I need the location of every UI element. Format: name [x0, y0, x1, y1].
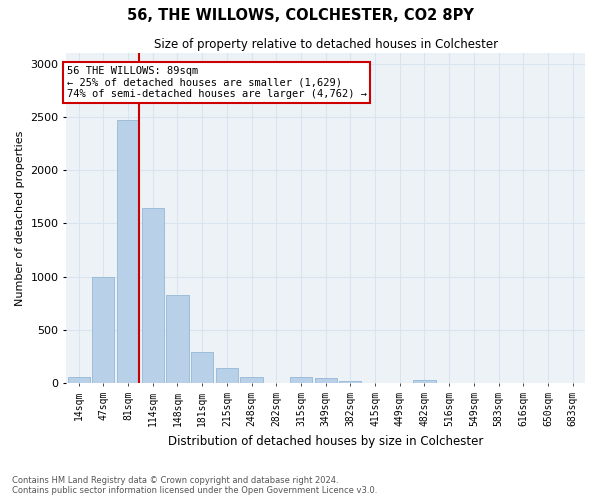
Bar	[117, 120, 139, 384]
Text: 56, THE WILLOWS, COLCHESTER, CO2 8PY: 56, THE WILLOWS, COLCHESTER, CO2 8PY	[127, 8, 473, 22]
X-axis label: Distribution of detached houses by size in Colchester: Distribution of detached houses by size …	[168, 434, 484, 448]
Bar	[562, 382, 584, 384]
Title: Size of property relative to detached houses in Colchester: Size of property relative to detached ho…	[154, 38, 498, 51]
Text: 56 THE WILLOWS: 89sqm
← 25% of detached houses are smaller (1,629)
74% of semi-d: 56 THE WILLOWS: 89sqm ← 25% of detached …	[67, 66, 367, 99]
Bar	[512, 382, 535, 384]
Bar	[265, 382, 287, 384]
Bar	[216, 368, 238, 384]
Bar	[389, 382, 411, 384]
Y-axis label: Number of detached properties: Number of detached properties	[15, 130, 25, 306]
Bar	[142, 208, 164, 384]
Bar	[364, 382, 386, 384]
Bar	[339, 381, 361, 384]
Bar	[413, 380, 436, 384]
Bar	[241, 378, 263, 384]
Bar	[191, 352, 213, 384]
Text: Contains HM Land Registry data © Crown copyright and database right 2024.
Contai: Contains HM Land Registry data © Crown c…	[12, 476, 377, 495]
Bar	[487, 382, 509, 384]
Bar	[68, 378, 90, 384]
Bar	[92, 277, 115, 384]
Bar	[290, 378, 312, 384]
Bar	[438, 382, 460, 384]
Bar	[314, 378, 337, 384]
Bar	[166, 295, 188, 384]
Bar	[463, 382, 485, 384]
Bar	[537, 382, 559, 384]
